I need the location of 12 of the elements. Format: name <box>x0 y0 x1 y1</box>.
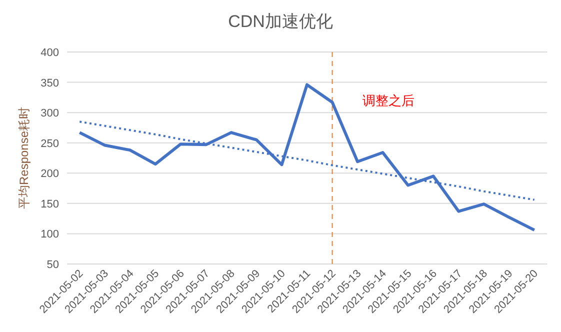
y-tick-label: 300 <box>40 108 59 120</box>
y-tick-label: 150 <box>40 198 59 210</box>
chart-title: CDN加速优化 <box>228 12 333 31</box>
y-tick-label: 50 <box>46 259 59 271</box>
y-tick-label: 200 <box>40 168 59 180</box>
y-tick-label: 250 <box>40 138 59 150</box>
line-series <box>78 83 536 232</box>
y-tick-label: 100 <box>40 228 59 241</box>
y-tick-label: 400 <box>40 47 59 59</box>
y-tick-label: 350 <box>40 77 59 90</box>
y-axis-title: 平均Response耗时 <box>17 106 31 210</box>
ref-line-label: 调整之后 <box>362 93 414 108</box>
